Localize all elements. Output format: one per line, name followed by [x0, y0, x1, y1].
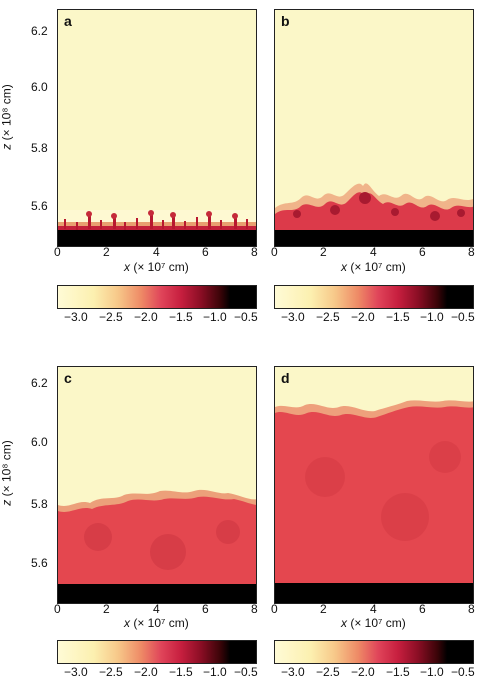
cb-tick-c-1: −3.0: [64, 665, 88, 679]
colorbar-b: [274, 285, 474, 309]
x-tick-b-0: 0: [271, 245, 278, 259]
cb-tick-c-4: −1.5: [169, 665, 193, 679]
panel-label-b: b: [281, 13, 290, 29]
panel-label-c: c: [64, 370, 72, 386]
cb-tick-c-6: −0.5: [234, 665, 258, 679]
panel-label-a: a: [64, 13, 72, 29]
cb-tick-a-1: −3.0: [64, 310, 88, 324]
x-tick-c-8: 8: [251, 602, 258, 616]
cb-tick-c-3: −2.0: [134, 665, 158, 679]
cb-tick-c-5: −1.0: [203, 665, 227, 679]
panel-c-field: [58, 367, 256, 603]
x-axis-label-d: x (× 10⁷ cm): [341, 616, 406, 630]
colorbar-a: [57, 285, 257, 309]
panel-c: c: [57, 366, 257, 604]
cb-tick-b-1: −3.0: [281, 310, 305, 324]
colorbar-d: [274, 640, 474, 664]
panel-d: d: [274, 366, 474, 604]
cb-tick-a-6: −0.5: [234, 310, 258, 324]
x-tick-d-2: 2: [320, 602, 327, 616]
x-axis-label-c: x (× 10⁷ cm): [124, 616, 189, 630]
y-tick-bottom-1: 6.2: [31, 376, 48, 390]
x-tick-a-8: 8: [251, 245, 258, 259]
x-tick-b-4: 4: [370, 245, 377, 259]
cb-tick-d-5: −1.0: [420, 665, 444, 679]
cb-tick-b-6: −0.5: [451, 310, 475, 324]
x-tick-d-0: 0: [271, 602, 278, 616]
x-axis-label-b: x (× 10⁷ cm): [341, 260, 406, 274]
panel-b-field: [275, 10, 473, 246]
y-tick-bottom-3: 5.8: [31, 497, 48, 511]
cb-tick-d-4: −1.5: [386, 665, 410, 679]
x-axis-label-a: x (× 10⁷ cm): [124, 260, 189, 274]
panel-a: a: [57, 9, 257, 247]
cb-tick-b-5: −1.0: [420, 310, 444, 324]
x-tick-c-4: 4: [153, 602, 160, 616]
y-axis-label-top: z (× 10⁸ cm): [0, 84, 14, 150]
panel-a-field: [58, 10, 256, 246]
panel-d-field: [275, 367, 473, 603]
cb-tick-a-5: −1.0: [203, 310, 227, 324]
x-tick-d-4: 4: [370, 602, 377, 616]
cb-tick-a-3: −2.0: [134, 310, 158, 324]
y-axis-label-bottom: z (× 10⁸ cm): [0, 440, 14, 506]
cb-tick-d-6: −0.5: [451, 665, 475, 679]
y-tick-top-3: 5.8: [31, 141, 48, 155]
x-tick-a-0: 0: [54, 245, 61, 259]
colorbar-c: [57, 640, 257, 664]
x-tick-d-8: 8: [468, 602, 475, 616]
x-tick-b-8: 8: [468, 245, 475, 259]
y-tick-top-2: 6.0: [31, 80, 48, 94]
x-tick-d-6: 6: [419, 602, 426, 616]
y-tick-bottom-4: 5.6: [31, 556, 48, 570]
x-tick-a-4: 4: [153, 245, 160, 259]
cb-tick-d-3: −2.0: [351, 665, 375, 679]
y-tick-top-1: 6.2: [31, 24, 48, 38]
cb-tick-d-2: −2.5: [316, 665, 340, 679]
y-tick-top-4: 5.6: [31, 199, 48, 213]
x-tick-c-6: 6: [202, 602, 209, 616]
x-tick-b-6: 6: [419, 245, 426, 259]
cb-tick-b-3: −2.0: [351, 310, 375, 324]
cb-tick-b-4: −1.5: [386, 310, 410, 324]
cb-tick-a-2: −2.5: [99, 310, 123, 324]
y-tick-bottom-2: 6.0: [31, 435, 48, 449]
x-tick-a-2: 2: [103, 245, 110, 259]
x-tick-b-2: 2: [320, 245, 327, 259]
x-tick-c-2: 2: [103, 602, 110, 616]
cb-tick-c-2: −2.5: [99, 665, 123, 679]
x-tick-c-0: 0: [54, 602, 61, 616]
panel-label-d: d: [281, 370, 290, 386]
panel-b: b: [274, 9, 474, 247]
cb-tick-d-1: −3.0: [281, 665, 305, 679]
cb-tick-a-4: −1.5: [169, 310, 193, 324]
x-tick-a-6: 6: [202, 245, 209, 259]
cb-tick-b-2: −2.5: [316, 310, 340, 324]
